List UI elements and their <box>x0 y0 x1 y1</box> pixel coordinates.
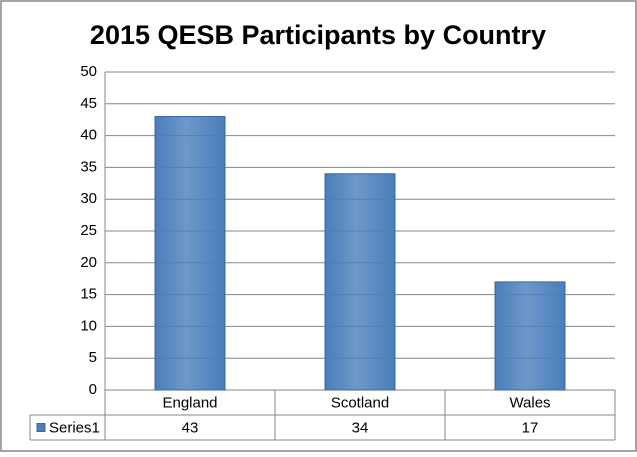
bar <box>324 173 396 391</box>
y-tick-label: 15 <box>80 286 97 303</box>
y-tick-label: 10 <box>80 317 97 334</box>
y-tick-label: 25 <box>80 222 97 239</box>
legend-key <box>36 423 46 432</box>
y-tick-label: 35 <box>80 158 97 175</box>
y-tick-label: 50 <box>80 63 97 80</box>
bar <box>154 116 226 391</box>
y-tick-label: 30 <box>80 190 97 207</box>
y-tick-label: 20 <box>80 254 97 271</box>
chart-title: 2015 QESB Participants by Country <box>90 20 546 50</box>
table-value: 43 <box>182 419 199 436</box>
x-tick-label: Wales <box>509 394 550 411</box>
legend-label: Series1 <box>49 419 100 436</box>
y-tick-label: 40 <box>80 127 97 144</box>
y-tick-label: 5 <box>89 349 97 366</box>
x-tick-label: England <box>162 394 217 411</box>
bar <box>494 281 566 391</box>
y-tick-label: 0 <box>89 381 97 398</box>
x-tick-label: Scotland <box>331 394 389 411</box>
y-tick-label: 45 <box>80 95 97 112</box>
table-value: 17 <box>522 419 539 436</box>
table-value: 34 <box>352 419 369 436</box>
